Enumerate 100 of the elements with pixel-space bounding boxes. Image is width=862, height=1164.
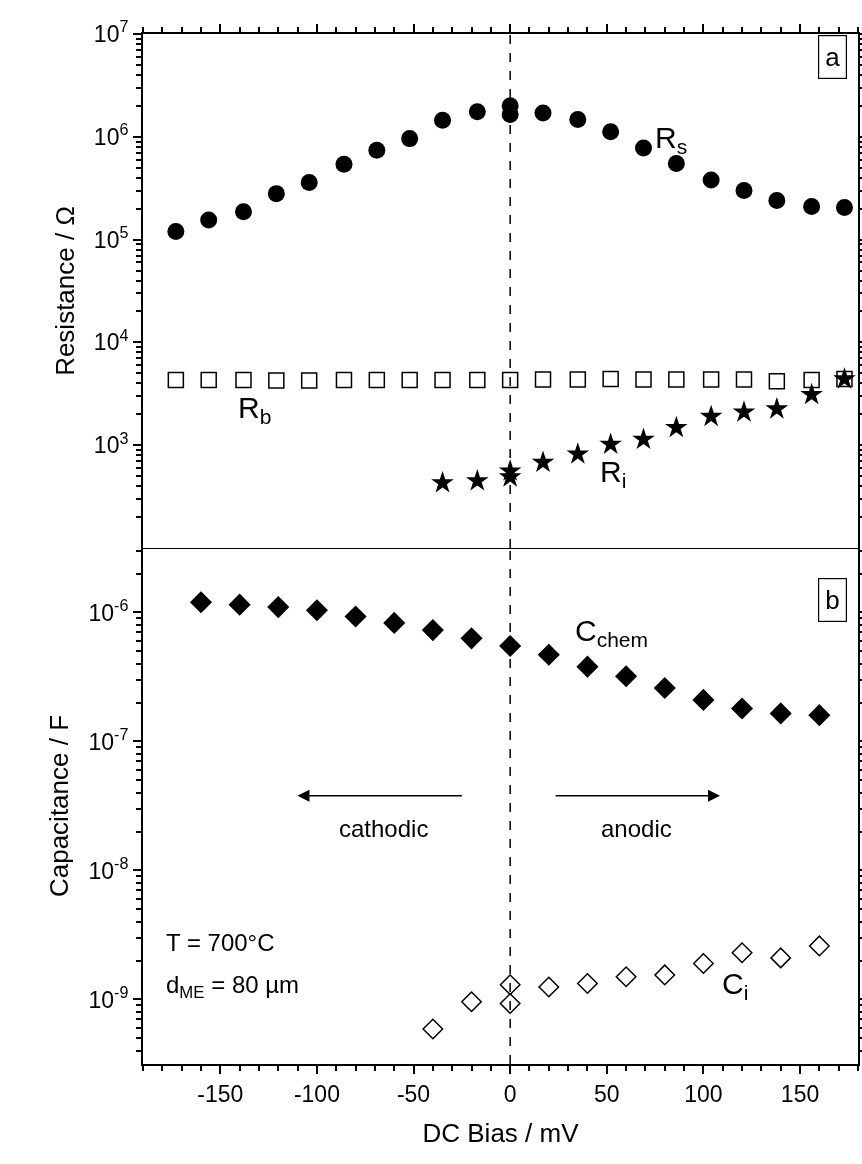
point: [665, 415, 688, 438]
point: [702, 171, 720, 189]
point: [768, 372, 786, 390]
point: [735, 371, 753, 388]
point: [498, 459, 522, 481]
point: [200, 211, 218, 229]
x-axis-title: DC Bias / mV: [422, 1117, 580, 1148]
point: [803, 197, 821, 215]
point: [615, 966, 637, 988]
point: [803, 371, 820, 389]
point: [469, 371, 486, 389]
y-tick-label: 10$^{-9}$: [88, 982, 129, 1013]
point: [368, 141, 386, 159]
point: [576, 655, 599, 678]
point: [434, 111, 452, 129]
point: [300, 173, 318, 191]
y-tick-label: 10$^{5}$: [93, 222, 129, 253]
series-label: R$_{b}$: [238, 391, 272, 429]
x-tick-label: 150: [780, 1080, 820, 1107]
point: [501, 371, 519, 389]
point: [468, 103, 486, 121]
point: [569, 111, 587, 129]
point: [167, 222, 185, 240]
x-tick-label: 0: [503, 1080, 517, 1107]
point: [566, 442, 590, 464]
point: [808, 704, 831, 727]
point: [344, 605, 367, 628]
point: [534, 371, 552, 388]
point: [401, 130, 419, 148]
point: [615, 665, 638, 688]
point: [576, 972, 598, 994]
annotation: d$_{ME}$ = 80 µm: [166, 971, 300, 1003]
point: [267, 596, 290, 619]
annotation: a: [825, 42, 841, 73]
x-tick-label: -50: [396, 1080, 431, 1107]
point: [534, 104, 552, 122]
y-tick-label: 10$^{3}$: [93, 428, 129, 459]
point: [835, 199, 853, 217]
point: [808, 935, 830, 957]
point: [401, 371, 418, 389]
point: [569, 371, 587, 388]
point: [635, 139, 652, 157]
y-axis-title: Resistance / Ω: [49, 206, 80, 376]
point: [732, 400, 756, 422]
point: [765, 397, 789, 419]
point: [800, 382, 823, 405]
x-tick-label: 100: [684, 1080, 723, 1107]
point: [434, 371, 451, 389]
point: [653, 676, 676, 699]
annotation: b: [825, 585, 840, 616]
point: [267, 185, 285, 203]
point: [422, 1018, 444, 1040]
point: [465, 468, 489, 491]
point: [235, 203, 252, 221]
point: [635, 371, 652, 388]
point: [731, 697, 754, 720]
point: [499, 993, 521, 1015]
annotation: cathodic: [339, 815, 429, 842]
y-tick-label: 10$^{-6}$: [88, 595, 129, 626]
point: [699, 404, 723, 427]
point: [335, 155, 353, 173]
point: [602, 370, 619, 388]
y-tick-label: 10$^{4}$: [93, 325, 129, 356]
y-axis-title: Capacitance / F: [44, 714, 75, 898]
point: [770, 947, 792, 969]
point: [235, 371, 252, 389]
point: [167, 371, 185, 389]
point: [431, 470, 454, 493]
point: [702, 371, 720, 388]
y-tick-label: 10$^{7}$: [93, 17, 129, 48]
point: [692, 688, 715, 711]
point: [200, 371, 217, 389]
y-tick-label: 10$^{6}$: [93, 120, 129, 150]
point: [460, 627, 483, 650]
point: [368, 371, 386, 389]
point: [189, 591, 213, 614]
point: [383, 611, 406, 634]
point: [421, 619, 444, 642]
point: [461, 991, 483, 1013]
point: [667, 154, 685, 172]
x-tick-label: -100: [293, 1080, 340, 1107]
point: [538, 976, 560, 998]
point: [499, 974, 521, 996]
point: [692, 953, 714, 974]
point: [537, 643, 560, 666]
annotation: anodic: [601, 815, 672, 842]
point: [602, 123, 620, 141]
series-label: R$_{i}$: [600, 455, 627, 493]
point: [531, 450, 555, 473]
point: [769, 702, 792, 725]
point: [335, 371, 353, 389]
point: [228, 593, 251, 616]
point: [768, 192, 786, 209]
point: [632, 427, 655, 449]
point: [654, 964, 676, 986]
point: [731, 942, 753, 964]
point: [499, 634, 522, 657]
point: [268, 372, 285, 389]
point: [599, 432, 622, 454]
point: [300, 372, 318, 389]
